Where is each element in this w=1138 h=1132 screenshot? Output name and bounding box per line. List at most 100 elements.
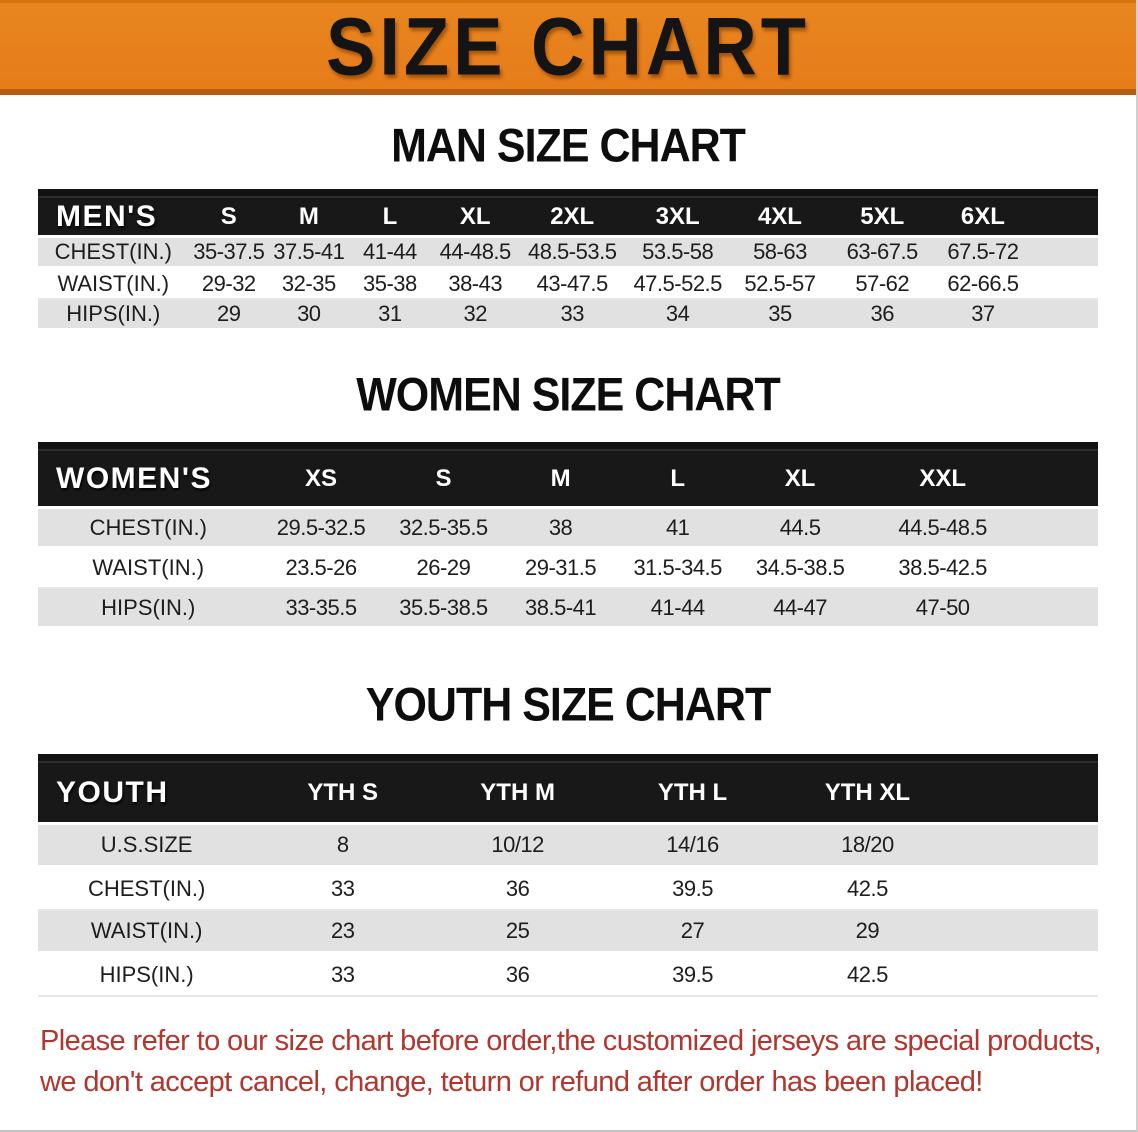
column-header: 5XL (829, 196, 935, 238)
column-header: L (348, 196, 432, 238)
youth-size-table: YOUTH YTH S YTH M YTH L YTH XL U.S.SIZE 8 10/12… (38, 754, 1098, 997)
table-row: CHEST(IN.) 35-37.5 37.5-41 41-44 44-48.5 48.5… (38, 238, 1098, 269)
cell: 27 (605, 911, 780, 954)
table-title: MEN'S (38, 196, 189, 238)
cell: 38 (503, 509, 618, 549)
row-label: WAIST(IN.) (38, 269, 189, 300)
cell: 57-62 (829, 269, 935, 300)
cell: 36 (430, 868, 606, 911)
cell: 48.5-53.5 (519, 238, 626, 269)
cell: 38.5-41 (503, 589, 618, 629)
cell: 62-66.5 (934, 269, 1032, 300)
filler-cell (954, 825, 1098, 868)
womens-size-table: WOMEN'S XS S M L XL XXL CHEST(IN.) 29.5-32.5 32.5… (38, 442, 1098, 629)
cell: 38-43 (431, 269, 520, 300)
column-header: XXL (862, 449, 1023, 509)
filler-cell (954, 911, 1098, 954)
cell: 37.5-41 (269, 238, 349, 269)
column-header: XL (737, 449, 863, 509)
cell: 39.5 (605, 868, 780, 911)
cell: 8 (255, 825, 431, 868)
cell: 41 (617, 509, 738, 549)
filler-cell (954, 868, 1098, 911)
cell: 53.5-58 (625, 238, 731, 269)
column-header: YTH S (255, 761, 431, 825)
cell: 33-35.5 (258, 589, 384, 629)
table-row: CHEST(IN.) 29.5-32.5 32.5-35.5 38 41 44.5 44.5… (38, 509, 1098, 549)
cell: 14/16 (605, 825, 780, 868)
row-label: HIPS(IN.) (38, 300, 189, 331)
column-header: M (503, 449, 618, 509)
cell: 32.5-35.5 (383, 509, 504, 549)
cell: 47.5-52.5 (625, 269, 731, 300)
youth-section-heading: YOUTH SIZE CHART (365, 678, 771, 732)
row-label: HIPS(IN.) (38, 954, 256, 997)
header-filler-cell (1022, 449, 1098, 509)
cell: 44.5 (737, 509, 863, 549)
table-header-row: YOUTH YTH S YTH M YTH L YTH XL (38, 761, 1098, 825)
cell: 44.5-48.5 (862, 509, 1023, 549)
column-header: YTH M (430, 761, 606, 825)
cell: 25 (430, 911, 606, 954)
cell: 33 (255, 954, 431, 997)
filler-cell (1031, 238, 1098, 269)
filler-cell (954, 954, 1098, 997)
column-header: YTH L (605, 761, 780, 825)
cell: 29.5-32.5 (258, 509, 384, 549)
cell: 29 (779, 911, 955, 954)
cell: 67.5-72 (934, 238, 1032, 269)
row-label: U.S.SIZE (38, 825, 256, 868)
table-title: WOMEN'S (38, 449, 259, 509)
row-label: WAIST(IN.) (38, 549, 259, 589)
column-header: XS (258, 449, 384, 509)
cell: 37 (934, 300, 1032, 331)
cell: 58-63 (730, 238, 830, 269)
filler-cell (1031, 269, 1098, 300)
cell: 30 (269, 300, 349, 331)
cell: 32-35 (269, 269, 349, 300)
filler-cell (1022, 509, 1098, 549)
cell: 52.5-57 (730, 269, 830, 300)
cell: 26-29 (383, 549, 504, 589)
cell: 42.5 (779, 954, 955, 997)
column-header: 4XL (730, 196, 830, 238)
column-header: YTH XL (779, 761, 955, 825)
cell: 33 (255, 868, 431, 911)
header-filler-cell (1031, 196, 1098, 238)
table-row: HIPS(IN.) 33 36 39.5 42.5 (38, 954, 1098, 997)
table-row: CHEST(IN.) 33 36 39.5 42.5 (38, 868, 1098, 911)
men-section-heading: MAN SIZE CHART (391, 119, 746, 173)
cell: 31 (348, 300, 432, 331)
cell: 42.5 (779, 868, 955, 911)
cell: 39.5 (605, 954, 780, 997)
cell: 35-38 (348, 269, 432, 300)
mens-size-table: MEN'S S M L XL 2XL 3XL 4XL 5XL 6XL CHEST(IN.) 35-37… (38, 189, 1098, 331)
order-policy-note: Please refer to our size chart before or… (40, 1021, 1136, 1103)
cell: 23.5-26 (258, 549, 384, 589)
row-label: HIPS(IN.) (38, 589, 259, 629)
cell: 36 (430, 954, 606, 997)
women-section-heading: WOMEN SIZE CHART (356, 368, 781, 422)
cell: 34 (625, 300, 731, 331)
table-row: HIPS(IN.) 33-35.5 35.5-38.5 38.5-41 41-44 44-… (38, 589, 1098, 629)
cell: 41-44 (617, 589, 738, 629)
row-label: WAIST(IN.) (38, 911, 256, 954)
cell: 34.5-38.5 (737, 549, 863, 589)
table-row: WAIST(IN.) 23 25 27 29 (38, 911, 1098, 954)
cell: 10/12 (430, 825, 606, 868)
table-title: YOUTH (38, 761, 256, 825)
cell: 36 (829, 300, 935, 331)
cell: 29-31.5 (503, 549, 618, 589)
cell: 43-47.5 (519, 269, 626, 300)
cell: 35.5-38.5 (383, 589, 504, 629)
size-chart-banner: SIZE CHART (0, 0, 1136, 95)
filler-cell (1022, 549, 1098, 589)
cell: 44-48.5 (431, 238, 520, 269)
cell: 29-32 (188, 269, 270, 300)
cell: 35 (730, 300, 830, 331)
cell: 38.5-42.5 (862, 549, 1023, 589)
row-label: CHEST(IN.) (38, 509, 259, 549)
cell: 41-44 (348, 238, 432, 269)
column-header: L (617, 449, 738, 509)
filler-cell (1031, 300, 1098, 331)
